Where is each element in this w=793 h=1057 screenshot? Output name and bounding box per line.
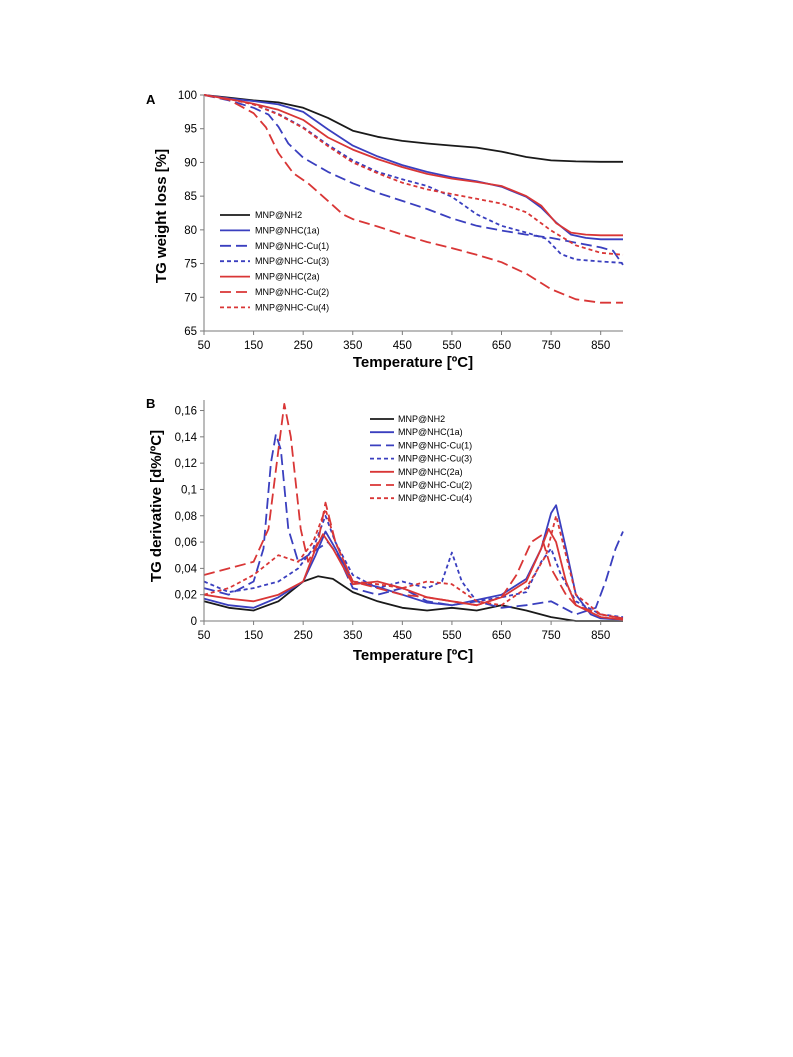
panel-a-letter: A	[146, 92, 156, 107]
x-tick-label: 150	[244, 340, 263, 352]
y-tick-label: 80	[184, 225, 197, 237]
y-tick-label: 0,06	[175, 537, 197, 549]
legend-label: MNP@NHC(2a)	[255, 272, 320, 282]
legend-label: MNP@NHC(1a)	[398, 427, 463, 437]
series-line	[203, 94, 624, 266]
y-tick-label: 95	[184, 124, 197, 136]
x-tick-label: 550	[442, 340, 461, 352]
y-tick-label: 65	[184, 326, 197, 338]
x-tick-label: 850	[591, 340, 610, 352]
series-line	[203, 94, 624, 256]
x-tick-label: 750	[542, 340, 561, 352]
y-tick-label: 75	[184, 259, 197, 271]
x-tick-label: 350	[343, 340, 362, 352]
x-tick-label: 450	[393, 630, 412, 642]
panel-b-series-lines	[203, 403, 624, 622]
legend-label: MNP@NHC(1a)	[255, 225, 320, 235]
x-tick-label: 650	[492, 340, 511, 352]
panel-b-x-ticks: 50 150 250 350 450 550 650 750 850	[198, 621, 610, 642]
y-tick-label: 0,14	[175, 432, 198, 444]
series-line	[203, 94, 623, 241]
panel-a-x-axis-title: Temperature [ºC]	[353, 354, 473, 371]
y-tick-label: 0,16	[175, 406, 197, 418]
series-line	[203, 433, 624, 616]
y-tick-label: 0	[191, 616, 197, 628]
panel-a-chart: A 50 150 250 350 450 550 650 750 850 65 70 75 80 85 9…	[146, 90, 624, 371]
series-line	[203, 403, 624, 620]
x-tick-label: 250	[294, 630, 313, 642]
panel-b-y-ticks: 0 0,02 0,04 0,06 0,08 0,1 0,12 0,14 0,16	[175, 406, 204, 628]
x-tick-label: 850	[591, 630, 610, 642]
panel-a-axes	[203, 95, 623, 332]
x-tick-label: 750	[542, 630, 561, 642]
panel-a-y-axis-title: TG weight loss [%]	[153, 149, 170, 283]
y-tick-label: 90	[184, 157, 197, 169]
panel-a-series-lines	[203, 94, 624, 304]
panel-b-letter: B	[146, 396, 155, 411]
x-tick-label: 150	[244, 630, 263, 642]
x-tick-label: 550	[442, 630, 461, 642]
panel-b-legend: MNP@NH2 MNP@NHC(1a) MNP@NHC-Cu(1) MNP@NHC-C…	[370, 414, 472, 503]
panel-b-y-axis-title: TG derivative [d%/ºC]	[148, 430, 165, 582]
x-tick-label: 650	[492, 630, 511, 642]
legend-label: MNP@NHC-Cu(2)	[255, 287, 329, 297]
y-tick-label: 85	[184, 191, 197, 203]
series-line	[203, 94, 623, 237]
y-tick-label: 0,12	[175, 458, 197, 470]
panel-a-x-ticks: 50 150 250 350 450 550 650 750 850	[198, 331, 610, 352]
legend-label: MNP@NHC-Cu(1)	[398, 440, 472, 450]
y-tick-label: 100	[178, 90, 197, 102]
series-line	[203, 94, 623, 304]
series-line	[203, 575, 623, 622]
panel-a-legend: MNP@NH2 MNP@NHC(1a) MNP@NHC-Cu(1) MNP@NHC-C…	[220, 210, 329, 312]
y-tick-label: 70	[184, 292, 197, 304]
legend-label: MNP@NHC-Cu(4)	[255, 302, 329, 312]
x-tick-label: 350	[343, 630, 362, 642]
legend-label: MNP@NHC-Cu(3)	[398, 454, 472, 464]
y-tick-label: 0,04	[175, 563, 198, 575]
x-tick-label: 50	[198, 630, 211, 642]
series-line	[203, 514, 624, 618]
y-tick-label: 0,02	[175, 590, 197, 602]
legend-label: MNP@NH2	[398, 414, 445, 424]
series-line	[203, 504, 624, 621]
legend-label: MNP@NHC-Cu(3)	[255, 256, 329, 266]
panel-b-chart: B 50 150 250 350 450 550 650 750 850 0 0,02 0,04 0,…	[146, 396, 624, 664]
panel-b-x-axis-title: Temperature [ºC]	[353, 647, 473, 664]
series-line	[203, 508, 624, 620]
y-tick-label: 0,08	[175, 511, 197, 523]
y-tick-label: 0,1	[181, 484, 197, 496]
legend-label: MNP@NHC-Cu(2)	[398, 480, 472, 490]
legend-label: MNP@NHC(2a)	[398, 467, 463, 477]
x-tick-label: 250	[294, 340, 313, 352]
legend-label: MNP@NH2	[255, 210, 302, 220]
legend-label: MNP@NHC-Cu(4)	[398, 493, 472, 503]
series-line	[203, 94, 623, 163]
x-tick-label: 450	[393, 340, 412, 352]
panel-a-y-ticks: 65 70 75 80 85 90 95 100	[178, 90, 204, 338]
x-tick-label: 50	[198, 340, 211, 352]
legend-label: MNP@NHC-Cu(1)	[255, 241, 329, 251]
